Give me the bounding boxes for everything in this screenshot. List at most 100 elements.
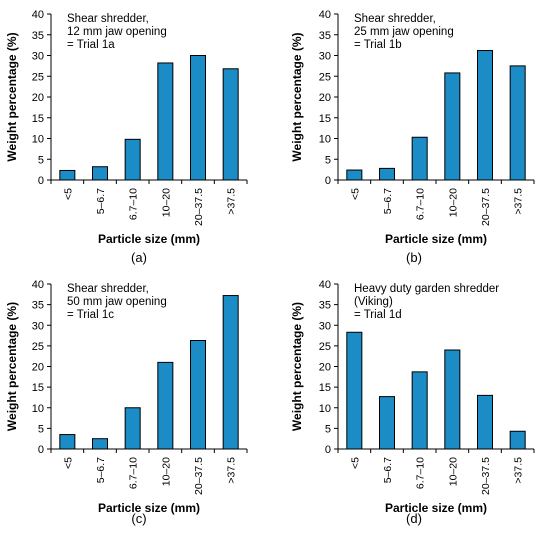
y-axis-title: Weight percentage (%): [5, 302, 19, 431]
y-tick-label: 40: [32, 9, 44, 21]
x-tick-label: 10–20: [160, 188, 172, 217]
x-tick-label: >37.5: [226, 188, 238, 215]
x-tick-label: <5: [349, 457, 361, 469]
bar-5: [476, 50, 494, 181]
chart-panel-4: 0 5 10 15 20 25 30 35 40 <5 5–6.7 6.7–10 10–20 20–37.…: [290, 279, 535, 526]
annotation-line: Heavy duty garden shredder: [354, 283, 499, 295]
bar-4: [444, 349, 461, 450]
x-tick-label: <5: [62, 188, 74, 200]
y-tick-label: 5: [38, 423, 44, 435]
x-tick-label: 5–6.7: [382, 188, 394, 214]
x-tick-label: 6.7–10: [128, 188, 140, 220]
y-tick-label: 40: [32, 279, 44, 291]
bar-2: [91, 438, 109, 450]
y-tick-label: 10: [32, 403, 44, 415]
bar-5: [476, 394, 494, 450]
panel-caption: (c): [131, 511, 146, 526]
panel-caption: (a): [131, 250, 147, 265]
annotation-line: = Trial 1a: [67, 39, 115, 51]
bar-6: [509, 430, 526, 450]
x-axis-title: Particle size (mm): [385, 501, 487, 515]
x-axis-title: Particle size (mm): [98, 501, 200, 515]
y-tick-label: 15: [319, 382, 331, 394]
y-tick-label: 15: [319, 113, 331, 125]
y-tick-label: 15: [32, 113, 44, 125]
annotation-line: 50 mm jaw opening: [67, 296, 167, 308]
bar-2: [378, 167, 396, 181]
bar-1: [346, 169, 363, 181]
bar-5: [189, 340, 207, 450]
y-tick-label: 25: [32, 341, 44, 353]
x-tick-label: >37.5: [226, 457, 238, 484]
x-tick-label: 20–37.5: [193, 457, 205, 495]
y-tick-label: 0: [38, 175, 44, 187]
bar-3: [124, 407, 141, 450]
y-tick-label: 0: [38, 444, 44, 456]
x-tick-label: 5–6.7: [95, 188, 107, 214]
chart-panel-1: 0 5 10 15 20 25 30 35 40 <5 5–6.7 6.7–10 10–20 20–37.…: [5, 9, 248, 265]
y-tick-label: 40: [319, 9, 331, 21]
bar-3: [411, 371, 428, 450]
x-tick-label: >37.5: [513, 457, 525, 484]
x-tick-label: 20–37.5: [193, 188, 205, 226]
y-tick-label: 20: [32, 362, 44, 374]
y-tick-label: 25: [32, 71, 44, 83]
bar-1: [59, 169, 76, 181]
y-tick-label: 30: [32, 51, 44, 63]
annotation-line: = Trial 1b: [354, 39, 402, 51]
y-tick-label: 35: [32, 30, 44, 42]
annotation-line: Shear shredder,: [67, 283, 149, 295]
bar-6: [509, 65, 526, 181]
x-tick-label: <5: [349, 188, 361, 200]
bar-5: [189, 55, 207, 181]
x-tick-label: >37.5: [513, 188, 525, 215]
y-tick-label: 35: [319, 300, 331, 312]
bar-6: [222, 295, 239, 450]
chart-panel-3: 0 5 10 15 20 25 30 35 40 <5 5–6.7 6.7–10 10–20 20–37.…: [5, 279, 248, 526]
y-tick-label: 10: [32, 134, 44, 146]
bar-6: [222, 68, 239, 181]
y-tick-label: 35: [319, 30, 331, 42]
y-tick-label: 35: [32, 300, 44, 312]
x-tick-label: 5–6.7: [382, 457, 394, 483]
y-tick-label: 40: [319, 279, 331, 291]
y-axis-title: Weight percentage (%): [290, 302, 304, 431]
y-tick-label: 30: [319, 320, 331, 332]
y-tick-label: 25: [319, 71, 331, 83]
x-tick-label: 6.7–10: [415, 188, 427, 220]
y-tick-label: 20: [32, 92, 44, 104]
annotation-line: Shear shredder,: [354, 13, 436, 25]
bar-4: [157, 361, 174, 450]
bar-1: [59, 434, 76, 450]
y-tick-label: 10: [319, 403, 331, 415]
y-tick-label: 20: [319, 362, 331, 374]
y-tick-label: 25: [319, 341, 331, 353]
y-tick-label: 30: [32, 320, 44, 332]
annotation-line: 25 mm jaw opening: [354, 26, 454, 38]
y-tick-label: 30: [319, 51, 331, 63]
x-tick-label: <5: [62, 457, 74, 469]
bar-4: [157, 62, 174, 181]
x-tick-label: 20–37.5: [480, 188, 492, 226]
x-tick-label: 10–20: [160, 457, 172, 486]
panel-caption: (d): [406, 511, 422, 526]
annotation-line: = Trial 1d: [354, 309, 402, 321]
bar-3: [124, 138, 141, 181]
x-tick-label: 6.7–10: [128, 457, 140, 489]
annotation-line: 12 mm jaw opening: [67, 26, 167, 38]
y-axis-title: Weight percentage (%): [5, 32, 19, 161]
bar-4: [444, 72, 461, 181]
chart-panel-2: 0 5 10 15 20 25 30 35 40 <5 5–6.7 6.7–10 10–20 20–37.…: [290, 9, 535, 265]
x-axis-title: Particle size (mm): [98, 232, 200, 246]
x-tick-label: 20–37.5: [480, 457, 492, 495]
x-tick-label: 5–6.7: [95, 457, 107, 483]
bar-2: [91, 166, 109, 181]
annotation-line: Shear shredder,: [67, 13, 149, 25]
x-tick-label: 6.7–10: [415, 457, 427, 489]
y-tick-label: 15: [32, 382, 44, 394]
bar-1: [346, 331, 363, 450]
y-tick-label: 5: [325, 423, 331, 435]
y-tick-label: 0: [325, 444, 331, 456]
y-tick-label: 5: [325, 154, 331, 166]
